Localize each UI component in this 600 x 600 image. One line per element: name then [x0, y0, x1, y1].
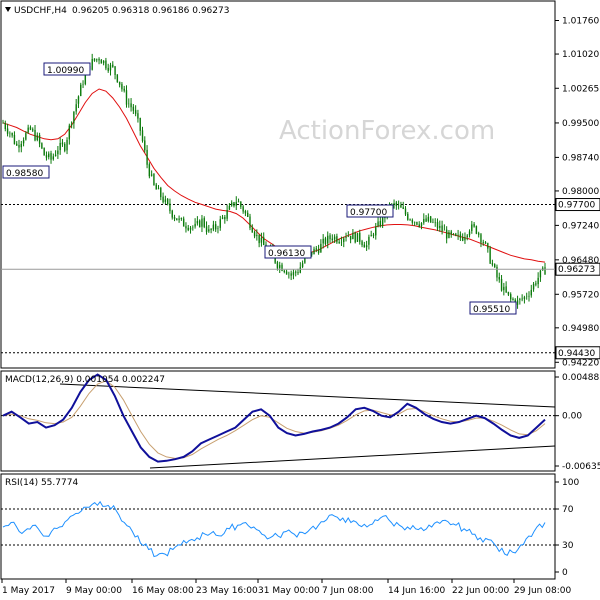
price-annotation: 0.95510 [473, 305, 510, 315]
price-axis-label: 0.94980 [562, 324, 599, 334]
time-axis-label: 14 Jun 16:00 [388, 586, 445, 596]
level-label-box [555, 346, 600, 360]
level-label-box [555, 198, 600, 212]
price-annotation: 0.97700 [350, 208, 387, 218]
macd-axis-label: -0.006354 [562, 462, 600, 472]
ohlc-values: 0.96205 0.96318 0.96186 0.96273 [72, 6, 229, 16]
price-annotation-box [469, 301, 517, 315]
time-axis-label: 22 Jun 00:00 [452, 586, 509, 596]
symbol-marker-icon [5, 7, 11, 12]
price-axis-label: 0.98740 [562, 153, 599, 163]
time-axis-label: 23 May 16:00 [196, 586, 258, 596]
price-axis-label: 0.97240 [562, 221, 599, 231]
macd-axis-label: 0.004883 [562, 373, 600, 383]
time-axis-label: 1 May 2017 [2, 586, 55, 596]
rsi-axis-label: 0 [562, 568, 568, 578]
time-axis-label: 31 May 00:00 [258, 586, 320, 596]
price-axis-label: 1.01020 [562, 50, 599, 60]
time-axis-label: 9 May 00:00 [66, 586, 122, 596]
price-annotation-box [264, 245, 312, 259]
price-axis-label: 0.94220 [562, 358, 599, 368]
price-axis-label: 0.96480 [562, 256, 599, 266]
macd-axis-label: 0.00 [562, 412, 582, 422]
current-price-box [555, 262, 600, 276]
macd-line [2, 373, 546, 463]
rsi-label: RSI(14) 55.7774 [5, 478, 78, 488]
macd-trendline-upper [59, 383, 556, 408]
price-annotation: 1.00990 [47, 66, 84, 76]
rsi-axis-label: 100 [562, 478, 579, 488]
price-axis-label: 1.01760 [562, 17, 599, 27]
price-axis-label: 0.98000 [562, 187, 599, 197]
time-axis-label: 29 Jun 08:00 [514, 586, 571, 596]
price-annotation-box [2, 165, 50, 179]
price-axis-label: 1.00265 [562, 84, 599, 94]
price-annotation: 0.96130 [268, 249, 305, 259]
price-panel [0, 0, 556, 369]
symbol-title: USDCHF,H4 [14, 6, 67, 16]
rsi-axis-label: 30 [562, 541, 574, 551]
moving-average-line [2, 88, 546, 263]
watermark: ActionForex.com [279, 116, 495, 146]
current-price-label: 0.96273 [558, 265, 595, 275]
level-label: 0.97700 [558, 201, 595, 211]
price-annotation-box [43, 62, 91, 76]
time-axis-label: 7 Jun 08:00 [322, 586, 374, 596]
macd-trendline-lower [149, 445, 556, 469]
rsi-panel [0, 473, 556, 580]
time-axis-label: 16 May 08:00 [132, 586, 194, 596]
price-axis-label: 0.99500 [562, 119, 599, 129]
price-axis-label: 0.95720 [562, 290, 599, 300]
macd-label: MACD(12,26,9) 0.001054 0.002247 [5, 375, 165, 385]
level-label: 0.94430 [558, 349, 595, 359]
price-annotation-box [346, 204, 394, 218]
price-annotation: 0.98580 [6, 169, 43, 179]
rsi-axis-label: 70 [562, 505, 574, 515]
rsi-line [2, 500, 546, 558]
